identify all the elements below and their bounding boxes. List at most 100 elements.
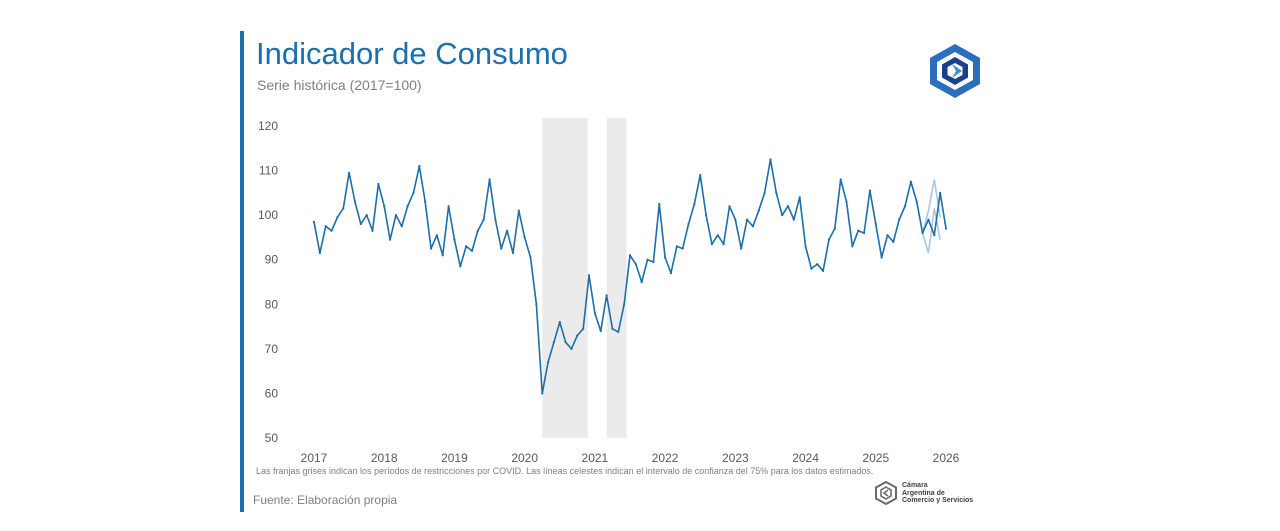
x-tick-label: 2022 [652, 451, 679, 465]
data-point [763, 191, 766, 194]
data-point [927, 218, 930, 221]
chamber-logo-icon [875, 481, 897, 505]
data-point [605, 294, 608, 297]
accent-bar [240, 31, 244, 512]
data-point [751, 225, 754, 228]
data-point [570, 347, 573, 350]
y-tick-label: 70 [265, 342, 279, 356]
data-point [435, 234, 438, 237]
data-point [353, 200, 357, 203]
data-point [810, 267, 813, 270]
data-point [453, 238, 456, 241]
data-point [412, 191, 415, 194]
data-point [441, 254, 444, 257]
data-point [383, 205, 386, 208]
data-point [359, 222, 362, 226]
data-point [599, 329, 602, 333]
covid-shade-2 [606, 118, 627, 438]
data-point [330, 229, 333, 232]
data-point [681, 247, 684, 250]
data-point [365, 214, 368, 217]
data-point [564, 341, 567, 344]
data-point [851, 245, 854, 248]
data-point [429, 247, 433, 250]
data-point [424, 200, 427, 203]
data-point [652, 260, 655, 264]
data-point [722, 243, 725, 246]
data-point [628, 254, 632, 257]
data-point [769, 158, 772, 161]
confidence-lower-line [921, 208, 941, 254]
data-point [470, 249, 474, 252]
data-point [406, 205, 409, 208]
x-tick-label: 2024 [792, 451, 819, 465]
chamber-name-line2: Argentina de [902, 489, 945, 497]
data-point [781, 214, 784, 217]
data-point [757, 209, 760, 212]
chamber-name-line1: Cámara [902, 482, 928, 489]
data-point [868, 189, 872, 192]
data-point [418, 165, 421, 168]
covid-shade-1 [542, 118, 588, 438]
data-point [658, 202, 661, 206]
data-point [546, 361, 550, 364]
data-point [500, 247, 503, 250]
data-point [880, 256, 883, 259]
data-point [775, 191, 778, 194]
data-point [336, 216, 339, 219]
y-tick-label: 110 [259, 164, 278, 178]
data-point [839, 178, 842, 181]
data-point [576, 334, 579, 337]
data-point [903, 205, 907, 208]
data-point [827, 238, 831, 241]
data-point [792, 218, 795, 221]
data-point [587, 274, 591, 277]
data-point [704, 214, 708, 217]
data-point [786, 205, 790, 208]
data-point [371, 229, 374, 232]
data-point [593, 312, 596, 315]
x-tick-label: 2018 [371, 451, 398, 465]
data-point [517, 209, 520, 212]
series-line-1 [313, 158, 947, 395]
data-point [857, 229, 860, 232]
data-point [634, 263, 637, 266]
data-point [400, 225, 403, 228]
y-tick-label: 120 [258, 119, 278, 133]
data-point [541, 392, 544, 395]
data-point [892, 240, 895, 243]
data-point [558, 321, 561, 324]
data-point [915, 200, 918, 203]
data-point [798, 196, 801, 199]
data-point [324, 225, 327, 228]
data-point [745, 218, 749, 221]
data-point [909, 180, 912, 183]
data-point [710, 243, 714, 246]
data-point [862, 231, 866, 235]
data-point [687, 222, 690, 226]
data-point [459, 265, 462, 268]
data-point [804, 245, 807, 248]
data-point [874, 222, 877, 226]
data-point [511, 251, 515, 255]
data-point [816, 263, 819, 266]
y-tick-label: 60 [265, 386, 279, 400]
data-point [669, 271, 673, 275]
data-point [447, 205, 450, 208]
data-point [886, 234, 889, 237]
x-tick-label: 2019 [441, 451, 468, 465]
data-point [623, 303, 626, 306]
data-point [482, 218, 485, 221]
footer-logo: Cámara Argentina de Comercio y Servicios [874, 481, 994, 511]
data-point [388, 238, 392, 241]
data-point [312, 220, 316, 223]
data-point [898, 218, 901, 221]
data-point [845, 200, 848, 203]
x-tick-label: 2026 [933, 451, 960, 465]
page-title: Indicador de Consumo [256, 36, 568, 71]
data-point [318, 251, 321, 255]
data-point [693, 202, 696, 206]
data-point [506, 229, 509, 232]
chamber-name: Cámara Argentina de Comercio y Servicios [902, 482, 973, 505]
data-point [377, 182, 380, 186]
